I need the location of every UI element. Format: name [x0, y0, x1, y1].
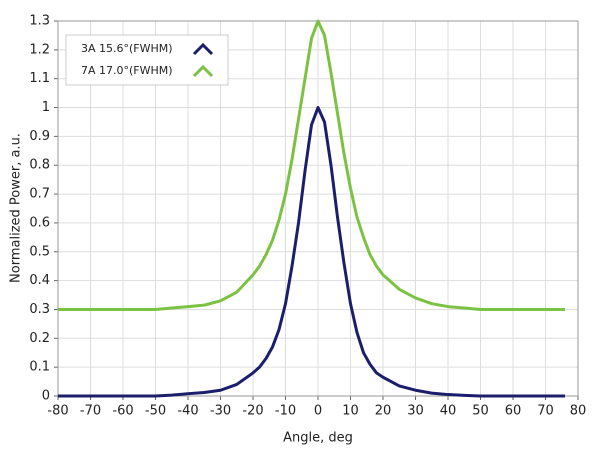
- x-tick-label: 70: [537, 404, 554, 419]
- x-tick-label: 60: [505, 404, 522, 419]
- legend-label: 3A 15.6°(FWHM): [81, 42, 173, 55]
- y-tick-label: 0.6: [29, 215, 50, 230]
- series-line: [58, 19, 565, 311]
- x-tick-label: 30: [407, 404, 424, 419]
- x-tick-label: -50: [145, 404, 166, 419]
- y-tick-label: 0.3: [29, 302, 50, 317]
- x-tick-label: 50: [472, 404, 489, 419]
- legend-label: 7A 17.0°(FWHM): [81, 64, 173, 77]
- x-tick-label: 0: [314, 404, 322, 419]
- y-tick-label: 0: [42, 389, 50, 404]
- y-axis-label: Normalized Power, a.u.: [9, 133, 24, 283]
- x-tick-label: 80: [570, 404, 587, 419]
- legend-icon: [192, 64, 214, 78]
- legend-box: [65, 34, 229, 86]
- x-tick-label: -40: [177, 404, 198, 419]
- y-tick-label: 1.1: [29, 71, 50, 86]
- x-axis-label: Angle, deg: [283, 431, 353, 446]
- x-tick-label: -10: [275, 404, 296, 419]
- y-tick-label: 0.2: [29, 331, 50, 346]
- x-tick-label: 40: [440, 404, 457, 419]
- legend-icon: [192, 42, 214, 56]
- y-tick-label: 0.4: [29, 273, 50, 288]
- y-tick-label: 0.5: [29, 244, 50, 259]
- y-tick-label: 0.9: [29, 129, 50, 144]
- y-tick-label: 0.7: [29, 187, 50, 202]
- y-tick-label: 1.3: [29, 14, 50, 29]
- x-tick-label: -30: [210, 404, 231, 419]
- y-tick-label: 1: [42, 100, 50, 115]
- y-tick-label: 0.1: [29, 360, 50, 375]
- x-tick-label: -80: [47, 404, 68, 419]
- x-tick-label: -60: [112, 404, 133, 419]
- x-tick-label: 20: [375, 404, 392, 419]
- y-tick-label: 0.8: [29, 158, 50, 173]
- x-tick-label: 10: [342, 404, 359, 419]
- x-tick-label: -20: [242, 404, 263, 419]
- y-tick-label: 1.2: [29, 42, 50, 57]
- x-tick-label: -70: [80, 404, 101, 419]
- series-line: [58, 106, 565, 398]
